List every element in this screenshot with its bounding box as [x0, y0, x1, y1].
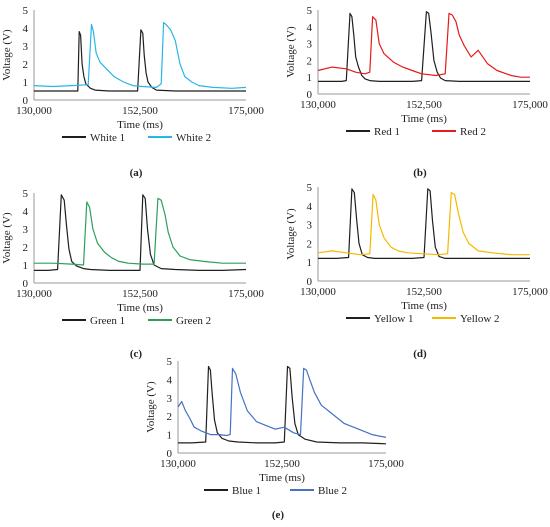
x-axis-title: Time (ms) [401, 113, 447, 125]
y-tick-label: 0 [307, 276, 313, 288]
legend-label: Red 2 [460, 126, 486, 138]
y-tick-label: 4 [167, 374, 173, 386]
panel-label: (c) [130, 348, 143, 360]
y-tick-label: 4 [23, 23, 29, 35]
x-tick-label: 175,000 [512, 286, 548, 298]
legend-label: Blue 2 [318, 485, 347, 497]
y-tick-label: 4 [23, 206, 29, 218]
y-tick-label: 3 [23, 41, 29, 53]
x-tick-label: 152,500 [406, 99, 442, 111]
x-axis-title: Time (ms) [259, 472, 305, 484]
panel-label: (e) [272, 509, 285, 521]
series-line-2 [177, 367, 387, 438]
series-line-1 [34, 194, 247, 271]
x-tick-label: 175,000 [228, 288, 264, 300]
y-axis-title: Voltage (V) [145, 381, 157, 433]
y-tick-label: 5 [23, 188, 29, 200]
x-tick-label: 175,000 [228, 105, 264, 117]
y-tick-label: 3 [23, 224, 29, 236]
series-line-1 [34, 29, 246, 92]
x-tick-label: 152,500 [122, 105, 158, 117]
y-tick-label: 1 [23, 77, 29, 89]
y-tick-label: 4 [307, 201, 313, 213]
y-tick-label: 0 [307, 89, 313, 101]
x-tick-label: 175,000 [512, 99, 548, 111]
x-tick-label: 152,500 [406, 286, 442, 298]
legend-label: White 2 [176, 132, 211, 144]
x-axis-title: Time (ms) [117, 119, 163, 131]
panel-d: 0 1 2 3 4 5 130,000 152,500 175,000 Time (ms) Volt… [285, 182, 548, 360]
y-axis-title: Voltage (V) [285, 26, 297, 78]
x-tick-label: 130,000 [300, 286, 336, 298]
y-axis-title: Voltage (V) [1, 29, 13, 81]
panel-e: 0 1 2 3 4 5 130,000 152,500 175,000 Time (ms) Volt… [145, 356, 404, 521]
panel-label: (b) [413, 167, 427, 179]
y-tick-label: 1 [167, 430, 173, 442]
y-tick-label: 1 [307, 257, 313, 269]
legend-label: Yellow 2 [460, 313, 500, 325]
y-tick-label: 3 [167, 393, 173, 405]
x-axis-title: Time (ms) [401, 300, 447, 312]
y-tick-label: 0 [167, 448, 173, 460]
y-tick-label: 2 [167, 411, 173, 423]
x-axis-title: Time (ms) [117, 302, 163, 314]
y-axis-title: Voltage (V) [285, 208, 297, 260]
y-axis-title: Voltage (V) [1, 212, 13, 264]
x-tick-label: 130,000 [300, 99, 336, 111]
panel-label: (a) [130, 167, 143, 179]
legend-label: Blue 1 [232, 485, 261, 497]
series-line-1 [318, 188, 530, 259]
y-tick-label: 0 [23, 278, 29, 290]
y-tick-label: 1 [23, 260, 29, 272]
panel-a: 0 1 2 3 4 5 130,000 152,500 175,000 Time (ms) Volt… [1, 5, 264, 179]
series-line-2 [33, 22, 247, 89]
y-tick-label: 5 [23, 5, 29, 17]
y-tick-label: 1 [307, 72, 313, 84]
x-tick-label: 130,000 [16, 288, 52, 300]
legend-label: Green 1 [90, 315, 125, 327]
y-tick-label: 2 [23, 59, 29, 71]
x-tick-label: 175,000 [368, 458, 404, 470]
series-line-2 [317, 192, 530, 256]
legend-label: White 1 [90, 132, 125, 144]
legend-label: Yellow 1 [374, 313, 414, 325]
x-tick-label: 152,500 [264, 458, 300, 470]
panel-b: 0 1 2 3 4 5 130,000 152,500 175,000 Time (ms) Volt… [285, 5, 548, 179]
series-line-2 [317, 12, 530, 78]
legend-label: Green 2 [176, 315, 211, 327]
y-tick-label: 5 [307, 5, 313, 17]
y-tick-label: 5 [167, 356, 173, 368]
x-tick-label: 152,500 [122, 288, 158, 300]
series-line-2 [34, 197, 246, 266]
x-tick-label: 130,000 [16, 105, 52, 117]
y-tick-label: 2 [23, 242, 29, 254]
panel-label: (d) [413, 348, 427, 360]
series-line-1 [318, 11, 530, 83]
series-line-1 [178, 365, 387, 445]
y-tick-label: 5 [307, 182, 313, 194]
y-tick-label: 2 [307, 238, 313, 250]
panel-c: 0 1 2 3 4 5 130,000 152,500 175,000 Time (ms) Volt… [1, 188, 264, 360]
y-tick-label: 4 [307, 22, 313, 34]
legend-label: Red 1 [374, 126, 400, 138]
y-tick-label: 0 [23, 95, 29, 107]
y-tick-label: 2 [307, 55, 313, 67]
x-tick-label: 130,000 [160, 458, 196, 470]
y-tick-label: 3 [307, 39, 313, 51]
y-tick-label: 3 [307, 220, 313, 232]
